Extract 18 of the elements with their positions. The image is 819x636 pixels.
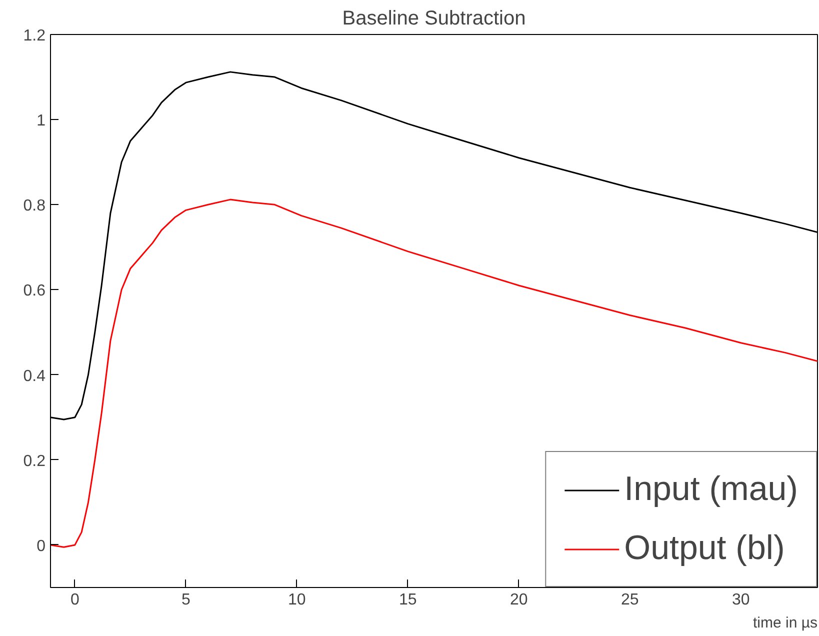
y-tick-label: 1 [36,112,46,130]
y-tick-label: 0 [36,538,46,555]
y-tick-label: 0.2 [23,452,46,470]
y-tick-label: 1.2 [23,28,46,44]
x-axis-title: time in µs [753,614,818,632]
chart-title: Baseline Subtraction [342,8,526,30]
x-tick-label: 10 [288,592,306,608]
x-tick-label: 15 [399,592,417,608]
x-tick-label: 20 [510,592,528,608]
x-tick-label: 5 [181,592,190,608]
legend-label: Input (mau) [624,470,798,509]
y-tick-label: 0.8 [23,198,46,215]
x-tick-label: 25 [621,592,639,608]
legend-label: Output (bl) [624,529,785,568]
x-tick-label: 0 [70,592,80,608]
y-tick-label: 0.6 [23,282,46,300]
y-tick-label: 0.4 [23,368,46,385]
x-tick-label: 30 [732,592,750,608]
